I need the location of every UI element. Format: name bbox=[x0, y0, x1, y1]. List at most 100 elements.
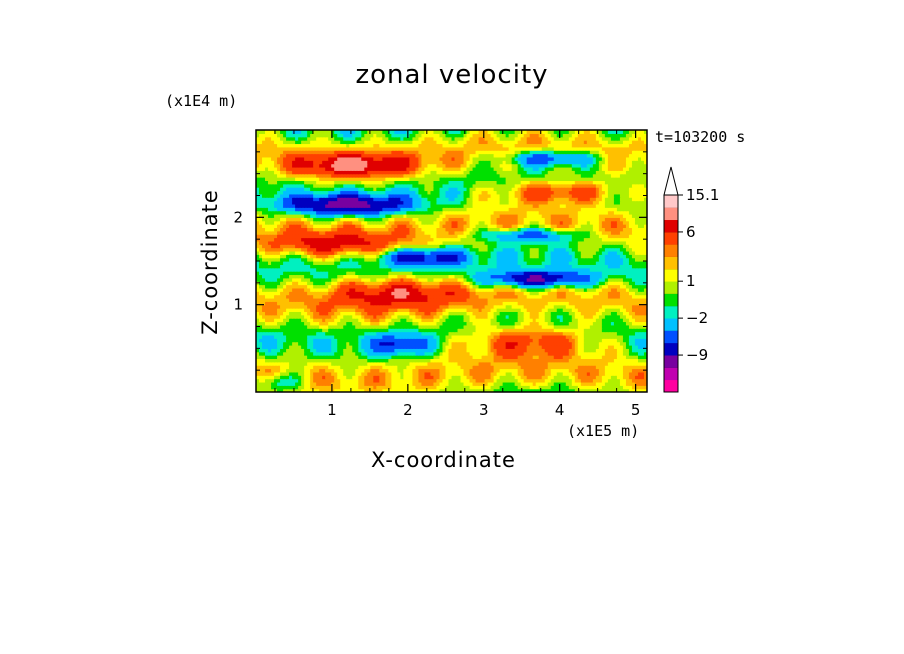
field-cell bbox=[520, 324, 525, 329]
field-cell bbox=[544, 355, 549, 360]
field-cell bbox=[256, 318, 260, 323]
field-cell bbox=[595, 361, 600, 366]
field-cell bbox=[517, 348, 522, 353]
field-cell bbox=[601, 371, 606, 376]
field-cell bbox=[340, 281, 344, 286]
field-cell bbox=[499, 328, 504, 333]
field-cell bbox=[466, 338, 471, 343]
field-cell bbox=[508, 348, 513, 353]
field-cell bbox=[475, 365, 480, 370]
field-cell bbox=[301, 375, 305, 380]
field-cell bbox=[271, 287, 275, 292]
field-cell bbox=[319, 321, 323, 326]
field-cell bbox=[616, 324, 621, 329]
field-cell bbox=[436, 301, 441, 306]
field-cell bbox=[397, 287, 401, 292]
field-cell bbox=[583, 318, 588, 323]
field-cell bbox=[499, 378, 504, 383]
field-cell bbox=[370, 291, 374, 296]
field-cell bbox=[319, 284, 323, 289]
field-cell bbox=[472, 321, 477, 326]
field-cell bbox=[466, 331, 471, 336]
field-cell bbox=[274, 355, 278, 360]
field-cell bbox=[256, 311, 260, 316]
field-cell bbox=[442, 277, 447, 282]
field-cell bbox=[295, 378, 299, 383]
field-cell bbox=[517, 375, 522, 380]
field-cell bbox=[520, 334, 525, 339]
field-cell bbox=[388, 385, 392, 390]
field-cell bbox=[571, 381, 576, 386]
field-cell bbox=[466, 321, 471, 326]
field-cell bbox=[592, 277, 597, 282]
field-cell bbox=[592, 311, 597, 316]
field-cell bbox=[517, 297, 522, 302]
field-cell bbox=[316, 375, 320, 380]
field-cell bbox=[355, 308, 359, 312]
field-cell bbox=[502, 338, 507, 343]
field-cell bbox=[370, 355, 374, 360]
field-cell bbox=[544, 385, 549, 390]
field-cell bbox=[340, 341, 344, 346]
field-cell bbox=[601, 287, 606, 292]
field-cell bbox=[445, 331, 450, 336]
field-cell bbox=[433, 294, 438, 299]
field-cell bbox=[625, 388, 630, 392]
field-cell bbox=[616, 328, 621, 333]
field-cell bbox=[496, 274, 501, 279]
field-cell bbox=[346, 331, 350, 336]
field-cell bbox=[298, 318, 302, 323]
field-cell bbox=[568, 291, 573, 296]
field-cell bbox=[589, 341, 594, 346]
field-cell bbox=[388, 324, 392, 329]
field-cell bbox=[523, 388, 528, 392]
field-cell bbox=[571, 287, 576, 292]
field-cell bbox=[616, 304, 621, 309]
field-cell bbox=[637, 324, 642, 329]
field-cell bbox=[580, 281, 585, 286]
field-cell bbox=[592, 294, 597, 299]
field-cell bbox=[523, 368, 528, 373]
field-cell bbox=[376, 314, 380, 319]
field-cell bbox=[550, 311, 555, 316]
field-cell bbox=[547, 274, 552, 279]
field-cell bbox=[562, 318, 567, 323]
field-cell bbox=[262, 318, 266, 323]
field-cell bbox=[409, 358, 413, 363]
field-cell bbox=[520, 341, 525, 346]
field-cell bbox=[466, 368, 471, 373]
field-cell bbox=[283, 277, 287, 282]
field-cell bbox=[355, 388, 359, 392]
field-cell bbox=[346, 321, 350, 326]
field-cell bbox=[625, 365, 630, 370]
field-cell bbox=[376, 297, 380, 302]
field-cell bbox=[292, 385, 296, 390]
field-cell bbox=[310, 328, 314, 333]
field-cell bbox=[427, 371, 432, 376]
field-cell bbox=[439, 331, 444, 336]
field-cell bbox=[502, 277, 507, 282]
field-cell bbox=[292, 358, 296, 363]
field-cell bbox=[307, 348, 311, 353]
field-cell bbox=[598, 321, 603, 326]
field-cell bbox=[520, 287, 525, 292]
field-cell bbox=[547, 324, 552, 329]
field-cell bbox=[430, 294, 435, 299]
field-cell bbox=[373, 385, 377, 390]
field-cell bbox=[289, 355, 293, 360]
field-cell bbox=[319, 348, 323, 353]
field-cell bbox=[391, 338, 395, 343]
field-cell bbox=[541, 328, 546, 333]
field-cell bbox=[463, 287, 468, 292]
field-cell bbox=[412, 331, 417, 336]
field-cell bbox=[328, 361, 332, 366]
field-cell bbox=[349, 311, 353, 316]
field-cell bbox=[292, 277, 296, 282]
field-cell bbox=[433, 304, 438, 309]
field-cell bbox=[274, 358, 278, 363]
field-cell bbox=[346, 274, 350, 279]
field-cell bbox=[361, 274, 365, 279]
field-cell bbox=[553, 341, 558, 346]
field-cell bbox=[592, 331, 597, 336]
field-cell bbox=[328, 304, 332, 309]
